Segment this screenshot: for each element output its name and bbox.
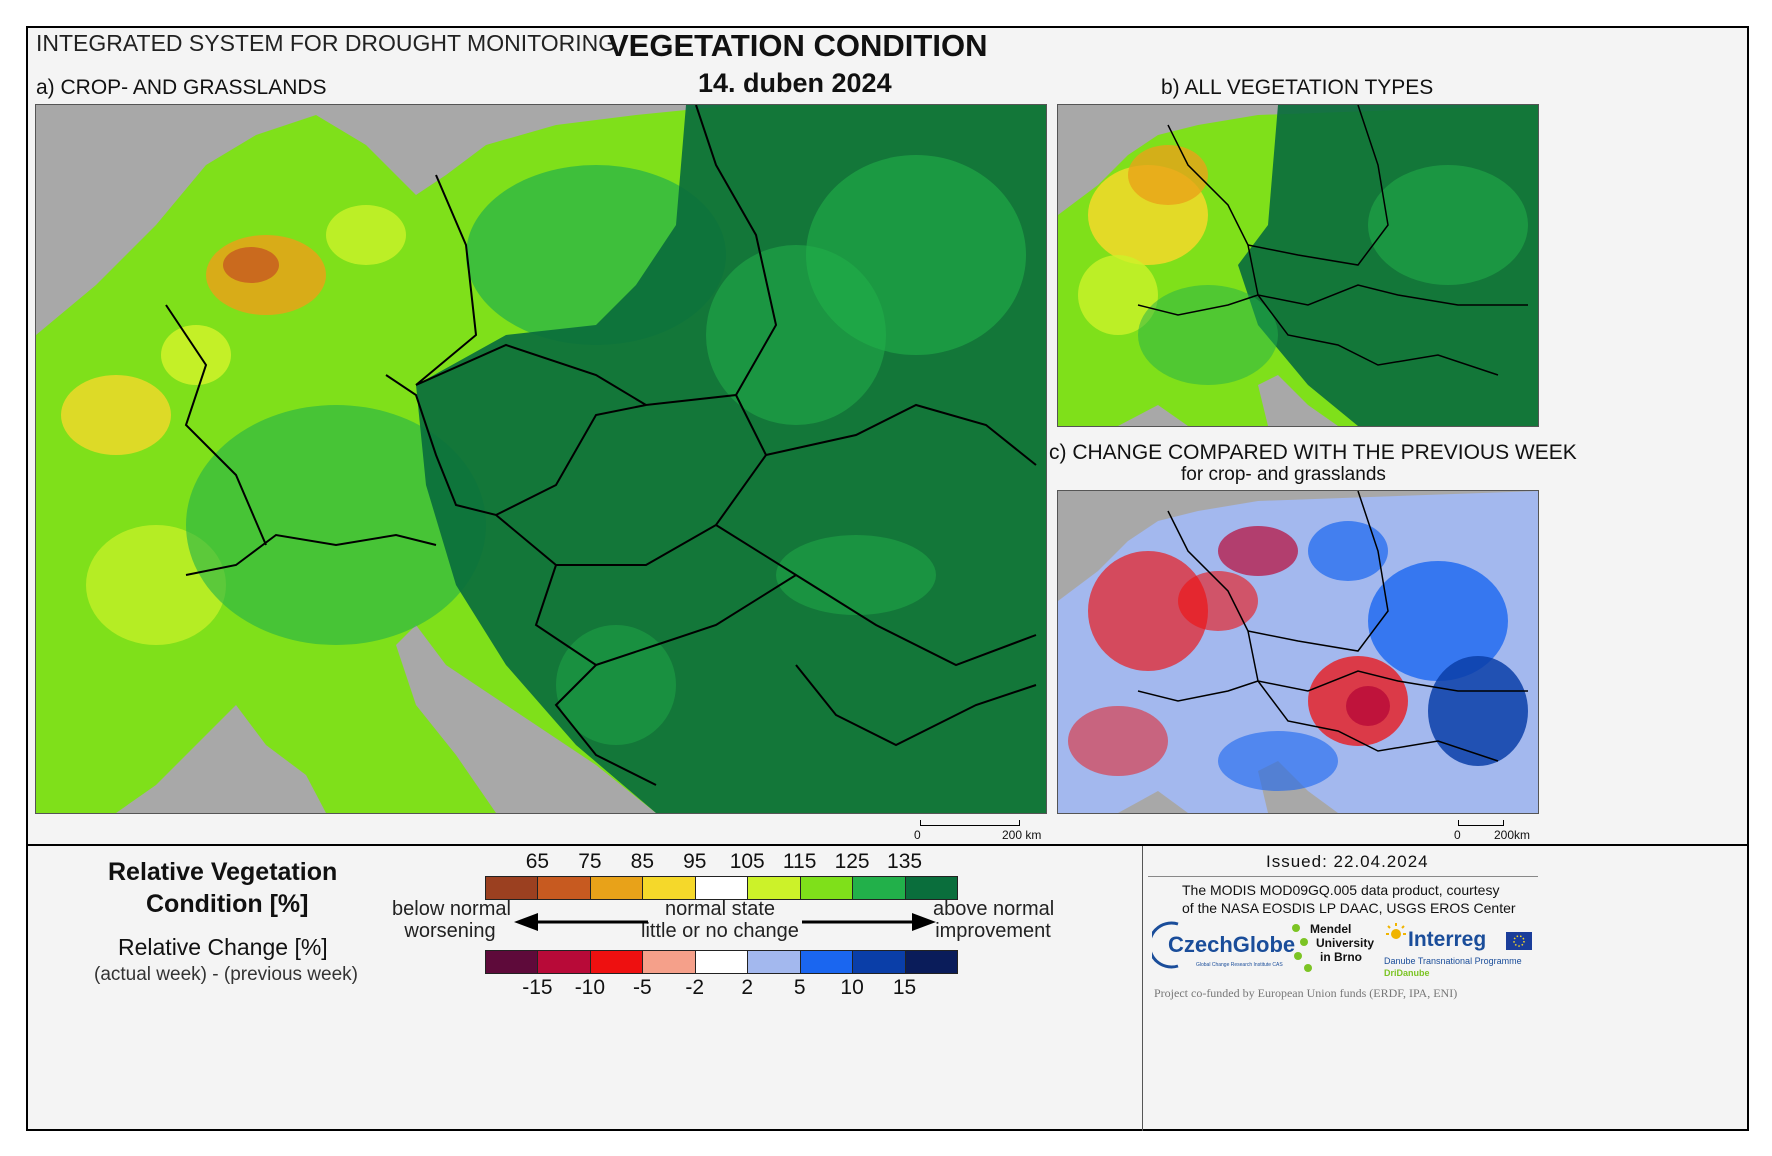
mendel-dots-icon (1292, 924, 1312, 972)
scalebar-main (920, 820, 1020, 826)
rvc-swatch-1 (537, 876, 591, 900)
rvc-swatch-8 (904, 876, 958, 900)
scalebar-main-zero: 0 (914, 828, 921, 842)
rc-swatch-tick: 15 (892, 976, 917, 999)
panel-c-label: c) CHANGE COMPARED WITH THE PREVIOUS WEE… (1049, 441, 1577, 464)
rc-swatch-tick: 10 (840, 976, 864, 999)
dridanube-text: DriDanube (1384, 968, 1430, 978)
funding-note: Project co-funded by European Union fund… (1154, 986, 1458, 1000)
mendel-line1: Mendel (1310, 922, 1352, 936)
panel-b-label: b) ALL VEGETATION TYPES (1161, 76, 1434, 99)
no-change-label: little or no change (641, 920, 799, 942)
rvc-swatch-2 (589, 876, 644, 900)
mendel-line3: in Brno (1320, 950, 1362, 964)
map-all-vegetation (1057, 104, 1539, 427)
map-title: VEGETATION CONDITION (608, 28, 988, 63)
improvement-label: improvement (935, 920, 1051, 942)
worsening-label: worsening (404, 920, 496, 942)
rc-swatch-7 (852, 950, 906, 974)
rvc-tick-labels: 65 75 85 95 105 115 125 135 (485, 850, 957, 874)
rvc-swatch-tick: 105 (729, 850, 765, 873)
left-arrow-icon (514, 913, 648, 931)
issued-underline (1148, 876, 1538, 877)
credit-line1: The MODIS MOD09GQ.005 data product, cour… (1182, 882, 1500, 898)
rvc-swatch-6 (799, 876, 854, 900)
rc-swatch-8 (904, 950, 958, 974)
mendel-line2: University (1316, 936, 1375, 950)
map-date: 14. duben 2024 (698, 68, 892, 98)
rc-swatch-4 (694, 950, 749, 974)
rvc-swatch-tick: 135 (887, 850, 923, 873)
rvc-swatch-tick: 75 (578, 850, 602, 873)
right-arrow-icon (802, 913, 936, 931)
rc-tick-labels: -15 -10 -5 -2 2 5 10 15 (485, 976, 957, 1000)
czechglobe-logo-icon (1152, 921, 1179, 969)
rc-swatch-tick: 2 (741, 976, 754, 999)
credit-line2: of the NASA EOSDIS LP DAAC, USGS EROS Ce… (1182, 900, 1516, 916)
rvc-swatch-4 (694, 876, 749, 900)
rvc-colorbar (485, 876, 958, 900)
rc-swatch-5 (747, 950, 801, 974)
rvc-swatch-tick: 115 (782, 850, 817, 873)
issued-date: Issued: 22.04.2024 (1266, 852, 1429, 871)
rvc-swatch-tick: 95 (683, 850, 707, 873)
rc-swatch-tick: -2 (685, 976, 705, 999)
rc-title: Relative Change [%] (118, 934, 328, 960)
rvc-swatch-0 (485, 876, 539, 900)
rc-colorbar (485, 950, 958, 974)
legend-divider (28, 844, 1747, 846)
map-crop-grasslands (35, 104, 1047, 814)
czechglobe-logo-text: CzechGlobe (1168, 932, 1296, 957)
eu-flag-icon (1506, 932, 1532, 950)
map-weekly-change (1057, 490, 1539, 814)
scalebar-small-zero: 0 (1454, 828, 1461, 842)
interreg-sun-icon (1386, 923, 1406, 939)
scalebar-small (1458, 820, 1504, 826)
czechglobe-logo-subtext: Global Change Research Institute CAS (1196, 962, 1283, 968)
rvc-swatch-tick: 65 (525, 850, 550, 873)
rc-swatch-tick: -15 (522, 976, 553, 999)
interreg-subtext: Danube Transnational Programme (1384, 956, 1522, 966)
scalebar-small-end: 200km (1494, 828, 1531, 842)
rc-swatch-tick: -10 (574, 976, 606, 999)
rvc-title-line1: Relative Vegetation (108, 858, 338, 886)
rvc-title-line2: Condition [%] (146, 890, 309, 918)
rc-swatch-tick: -5 (632, 976, 652, 999)
above-normal-label: above normal (933, 898, 1055, 920)
rc-swatch-2 (589, 950, 644, 974)
rc-swatch-tick: 5 (793, 976, 806, 999)
rvc-swatch-tick: 85 (630, 850, 654, 873)
rc-swatch-1 (537, 950, 591, 974)
panel-a-label: a) CROP- AND GRASSLANDS (36, 76, 327, 99)
figure-frame: INTEGRATED SYSTEM FOR DROUGHT MONITORING… (26, 26, 1749, 1131)
rvc-swatch-tick: 125 (834, 850, 870, 873)
info-divider (1142, 846, 1143, 1131)
scalebar-main-end: 200 km (1002, 828, 1042, 842)
normal-state-label: normal state (664, 898, 776, 920)
system-title: INTEGRATED SYSTEM FOR DROUGHT MONITORING (36, 30, 617, 56)
rc-subtitle: (actual week) - (previous week) (94, 964, 358, 985)
interreg-logo-text: Interreg (1408, 928, 1487, 951)
rc-swatch-0 (485, 950, 539, 974)
below-normal-label: below normal (392, 898, 511, 920)
rc-swatch-3 (642, 950, 696, 974)
rvc-swatch-7 (852, 876, 906, 900)
rvc-swatch-5 (747, 876, 801, 900)
rvc-swatch-3 (642, 876, 696, 900)
panel-c-sublabel: for crop- and grasslands (1181, 464, 1386, 485)
rc-swatch-6 (799, 950, 854, 974)
